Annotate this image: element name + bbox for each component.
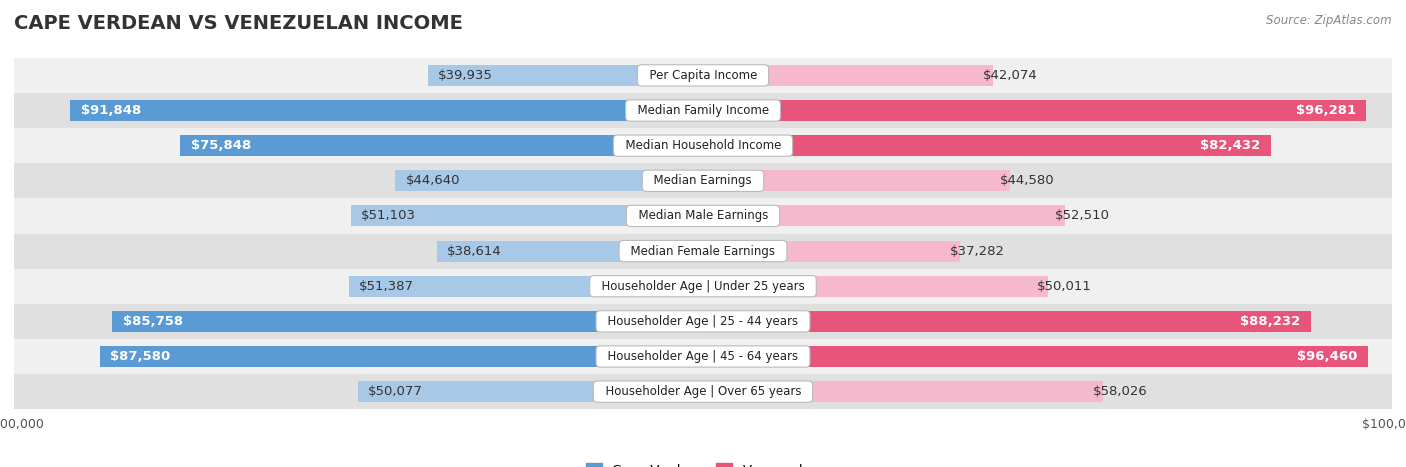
Bar [703,381,1102,402]
Bar [14,128,1392,163]
Bar [14,374,1392,409]
Text: $37,282: $37,282 [949,245,1004,258]
Text: $96,460: $96,460 [1296,350,1357,363]
Bar [703,170,1010,191]
Bar [352,205,703,226]
Bar [427,65,703,86]
Text: $82,432: $82,432 [1201,139,1261,152]
Text: $44,580: $44,580 [1000,174,1054,187]
Text: Householder Age | 25 - 44 years: Householder Age | 25 - 44 years [600,315,806,328]
Text: $85,758: $85,758 [122,315,183,328]
Text: $58,026: $58,026 [1092,385,1147,398]
Text: $50,011: $50,011 [1038,280,1092,293]
Bar [395,170,703,191]
Bar [14,304,1392,339]
Text: $96,281: $96,281 [1296,104,1355,117]
Text: $44,640: $44,640 [406,174,460,187]
Bar [14,269,1392,304]
Text: Median Female Earnings: Median Female Earnings [623,245,783,258]
Bar [437,241,703,262]
Text: $87,580: $87,580 [110,350,170,363]
Bar [14,163,1392,198]
Bar [14,58,1392,93]
Bar [703,100,1367,121]
Text: $39,935: $39,935 [439,69,494,82]
Bar [112,311,703,332]
Bar [14,234,1392,269]
Text: $75,848: $75,848 [191,139,252,152]
Text: $88,232: $88,232 [1240,315,1301,328]
Bar [703,205,1064,226]
Bar [703,241,960,262]
Bar [703,346,1368,367]
Bar [359,381,703,402]
Bar [703,311,1310,332]
Text: Median Family Income: Median Family Income [630,104,776,117]
Text: Householder Age | Under 25 years: Householder Age | Under 25 years [593,280,813,293]
Bar [70,100,703,121]
Text: $38,614: $38,614 [447,245,502,258]
Text: Source: ZipAtlas.com: Source: ZipAtlas.com [1267,14,1392,27]
Bar [14,93,1392,128]
Bar [703,65,993,86]
Text: $51,387: $51,387 [360,280,415,293]
Bar [100,346,703,367]
Text: Median Earnings: Median Earnings [647,174,759,187]
Text: $91,848: $91,848 [80,104,141,117]
Text: $50,077: $50,077 [368,385,423,398]
Bar [703,135,1271,156]
Bar [180,135,703,156]
Text: Per Capita Income: Per Capita Income [641,69,765,82]
Text: CAPE VERDEAN VS VENEZUELAN INCOME: CAPE VERDEAN VS VENEZUELAN INCOME [14,14,463,33]
Bar [349,276,703,297]
Text: $51,103: $51,103 [361,209,416,222]
Text: Householder Age | Over 65 years: Householder Age | Over 65 years [598,385,808,398]
Bar [14,198,1392,234]
Text: $52,510: $52,510 [1054,209,1109,222]
Bar [703,276,1047,297]
Text: $42,074: $42,074 [983,69,1038,82]
Bar [14,339,1392,374]
Text: Median Male Earnings: Median Male Earnings [630,209,776,222]
Text: Householder Age | 45 - 64 years: Householder Age | 45 - 64 years [600,350,806,363]
Text: Median Household Income: Median Household Income [617,139,789,152]
Legend: Cape Verdean, Venezuelan: Cape Verdean, Venezuelan [581,458,825,467]
